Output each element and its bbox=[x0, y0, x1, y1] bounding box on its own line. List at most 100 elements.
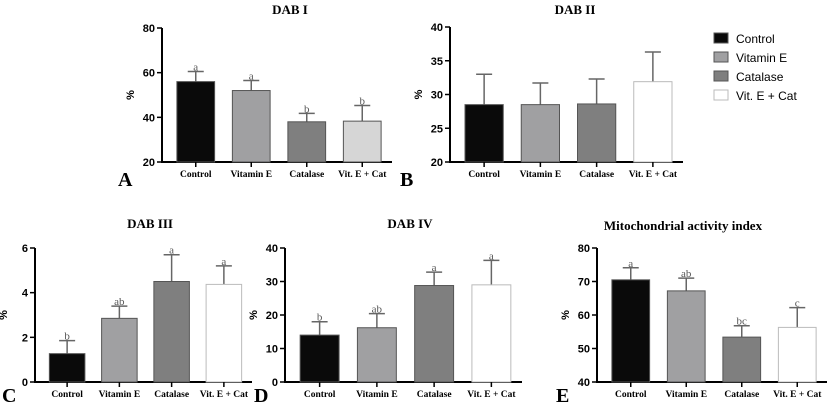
significance-letter: a bbox=[489, 250, 494, 262]
y-tick-label: 20 bbox=[266, 310, 278, 322]
y-tick-label: 60 bbox=[143, 68, 155, 80]
bar-vitamin-e bbox=[666, 290, 706, 383]
x-tick-label: Vitamin E bbox=[230, 170, 272, 180]
y-tick-label: 30 bbox=[266, 277, 278, 289]
legend-swatch bbox=[713, 51, 729, 63]
panel-A: DAB I A 20 40 60 80% Control a Vitamin E a Catalas… bbox=[118, 2, 392, 191]
bar-vit-e-cat bbox=[471, 284, 512, 383]
y-tick-label: 30 bbox=[431, 90, 443, 102]
bar-catalase bbox=[414, 285, 455, 383]
x-tick-label: Vit. E + Cat bbox=[338, 170, 387, 180]
panel-label: A bbox=[118, 169, 133, 191]
y-axis-label: % bbox=[413, 89, 425, 99]
y-tick-label: 40 bbox=[143, 112, 155, 124]
y-tick-label: 60 bbox=[578, 310, 590, 322]
significance-letter: b bbox=[64, 331, 70, 343]
legend-label: Vit. E + Cat bbox=[736, 89, 797, 103]
x-tick-label: Vitamin E bbox=[520, 170, 562, 180]
bar-vit-e-cat bbox=[777, 326, 817, 383]
significance-letter: c bbox=[795, 298, 800, 310]
bar-control bbox=[611, 279, 651, 383]
panel-E: Mitochondrial activity index E 40 50 60 70 80%… bbox=[556, 218, 827, 404]
significance-letter: ab bbox=[114, 296, 125, 308]
panel-title: DAB IV bbox=[387, 216, 433, 231]
x-tick-label: Catalase bbox=[417, 390, 452, 400]
panel-label: D bbox=[254, 385, 268, 404]
legend-swatch bbox=[713, 70, 729, 82]
legend: Control Vitamin E Catalase Vit. E + Cat bbox=[713, 32, 797, 103]
bar-vitamin-e bbox=[231, 90, 271, 163]
x-tick-label: Vitamin E bbox=[665, 390, 707, 400]
y-tick-label: 80 bbox=[143, 23, 155, 35]
panel-label: C bbox=[2, 385, 16, 404]
significance-letter: a bbox=[193, 62, 198, 74]
significance-letter: b bbox=[360, 95, 366, 107]
bar-catalase bbox=[577, 103, 617, 163]
significance-letter: ab bbox=[372, 304, 383, 316]
bar-control bbox=[176, 81, 216, 163]
y-tick-label: 2 bbox=[22, 332, 28, 344]
y-tick-label: 20 bbox=[143, 157, 155, 169]
panel-title: DAB III bbox=[127, 216, 173, 231]
x-tick-label: Catalase bbox=[724, 390, 759, 400]
y-axis-label: % bbox=[0, 310, 10, 320]
significance-letter: a bbox=[628, 258, 633, 270]
panel-D: DAB IV D0 10 20 30 40% Control b Vitamin E ab Cata… bbox=[248, 216, 522, 404]
panel-title: DAB I bbox=[272, 2, 308, 17]
legend-label: Catalase bbox=[736, 70, 784, 84]
bar-catalase bbox=[153, 281, 190, 383]
y-tick-label: 25 bbox=[431, 123, 443, 135]
panel-B: DAB II B 20 25 30 35 40% Control Vitamin E Catala… bbox=[400, 2, 683, 191]
significance-letter: a bbox=[221, 256, 226, 268]
significance-letter: b bbox=[304, 103, 310, 115]
x-tick-label: Vit. E + Cat bbox=[467, 390, 516, 400]
y-axis-label: % bbox=[125, 90, 137, 100]
x-tick-label: Vit. E + Cat bbox=[629, 170, 678, 180]
bar-control bbox=[299, 334, 340, 383]
y-axis-label: % bbox=[560, 310, 572, 320]
y-tick-label: 10 bbox=[266, 344, 278, 356]
x-tick-label: Control bbox=[51, 390, 83, 400]
y-tick-label: 6 bbox=[22, 243, 28, 255]
significance-letter: bc bbox=[737, 316, 748, 328]
y-tick-label: 50 bbox=[578, 344, 590, 356]
y-tick-label: 80 bbox=[578, 243, 590, 255]
bar-catalase bbox=[287, 121, 327, 163]
x-tick-label: Control bbox=[468, 170, 500, 180]
panel-title: DAB II bbox=[555, 2, 596, 17]
x-tick-label: Catalase bbox=[289, 170, 324, 180]
bar-control bbox=[48, 353, 86, 383]
y-tick-label: 40 bbox=[578, 377, 590, 389]
bar-vitamin-e bbox=[101, 317, 138, 383]
legend-swatch bbox=[713, 89, 729, 101]
y-axis-label: % bbox=[248, 310, 260, 320]
panel-label: B bbox=[400, 169, 413, 191]
bar-vit-e-cat bbox=[633, 81, 673, 163]
x-tick-label: Control bbox=[304, 390, 336, 400]
y-tick-label: 4 bbox=[22, 288, 29, 300]
bar-vit-e-cat bbox=[205, 283, 243, 383]
y-tick-label: 70 bbox=[578, 277, 590, 289]
legend-label: Control bbox=[736, 32, 775, 46]
y-tick-label: 35 bbox=[431, 56, 443, 68]
x-tick-label: Catalase bbox=[154, 390, 189, 400]
y-tick-label: 20 bbox=[431, 157, 443, 169]
y-tick-label: 0 bbox=[22, 377, 28, 389]
x-tick-label: Vit. E + Cat bbox=[773, 390, 822, 400]
legend-label: Vitamin E bbox=[736, 51, 787, 65]
bar-catalase bbox=[722, 336, 762, 383]
significance-letter: a bbox=[432, 262, 437, 274]
bar-vit-e-cat bbox=[342, 120, 382, 163]
x-tick-label: Control bbox=[180, 170, 212, 180]
x-tick-label: Control bbox=[615, 390, 647, 400]
panel-title: Mitochondrial activity index bbox=[604, 218, 763, 233]
x-tick-label: Vitamin E bbox=[99, 390, 141, 400]
bar-control bbox=[464, 104, 504, 163]
y-tick-label: 40 bbox=[266, 243, 278, 255]
y-tick-label: 0 bbox=[272, 377, 278, 389]
x-tick-label: Vit. E + Cat bbox=[200, 390, 249, 400]
significance-letter: b bbox=[317, 312, 323, 324]
x-tick-label: Catalase bbox=[579, 170, 614, 180]
significance-letter: a bbox=[249, 70, 254, 82]
